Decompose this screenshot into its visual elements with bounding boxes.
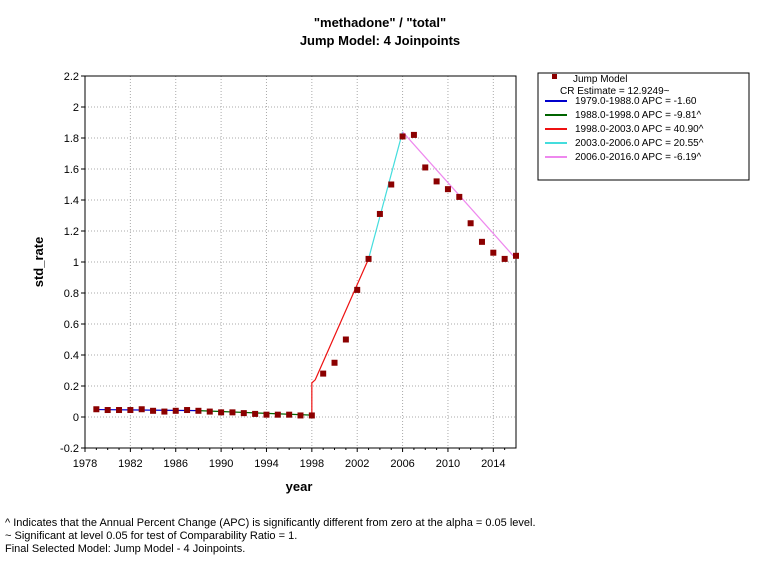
axis-ticks: -0.2 0 0.2 0.4 0.6 0.8 1 1.2 1.4 1.6 1.8 2 2.2 1978 19… <box>60 71 506 470</box>
y-tick-label: 0.4 <box>64 350 79 362</box>
legend-item-label: 1988.0-1998.0 APC = -9.81^ <box>575 110 701 121</box>
x-tick-label: 2006 <box>390 458 414 470</box>
data-point <box>478 238 485 245</box>
data-point <box>104 407 111 414</box>
chart-title: "methadone" / "total" <box>313 15 447 30</box>
legend-marker-icon <box>552 74 557 79</box>
y-tick-label: 1 <box>73 257 79 269</box>
model-segments <box>96 131 517 416</box>
chart-subtitle: Jump Model: 4 Joinpoints <box>299 33 461 48</box>
footnote-model: Final Selected Model: Jump Model - 4 Joi… <box>5 543 246 555</box>
model-segment-line <box>311 258 370 416</box>
data-point <box>252 410 259 417</box>
legend: Jump Model CR Estimate = 12.9249~ 1979.0… <box>537 72 750 181</box>
x-tick-label: 2010 <box>436 458 460 470</box>
data-point <box>331 359 338 366</box>
data-point <box>320 370 327 377</box>
data-point <box>229 409 236 416</box>
y-tick-label: 0.8 <box>64 288 79 300</box>
y-tick-label: 0.6 <box>64 319 79 331</box>
data-point <box>365 255 372 262</box>
y-tick-label: 2 <box>73 102 79 114</box>
data-point <box>138 406 145 413</box>
y-tick-label: 2.2 <box>64 71 79 83</box>
data-point <box>195 407 202 414</box>
y-tick-label: 1.8 <box>64 133 79 145</box>
legend-marker-label: Jump Model <box>573 74 627 85</box>
model-segment-line <box>96 408 199 412</box>
data-point <box>240 410 247 417</box>
legend-item-label: 2003.0-2006.0 APC = 20.55^ <box>575 138 704 149</box>
data-point <box>161 408 168 415</box>
data-point <box>116 407 123 414</box>
grid-lines <box>85 76 516 448</box>
y-tick-label: 1.2 <box>64 226 79 238</box>
data-point <box>263 411 270 418</box>
x-tick-label: 1998 <box>300 458 324 470</box>
data-point <box>433 178 440 185</box>
data-point <box>308 412 315 419</box>
data-point <box>444 186 451 193</box>
legend-item-label: 1979.0-1988.0 APC = -1.60 <box>575 96 697 107</box>
y-tick-label: 0 <box>73 412 79 424</box>
y-tick-label: 1.6 <box>64 164 79 176</box>
data-point <box>501 255 508 262</box>
x-tick-label: 1994 <box>254 458 278 470</box>
data-point <box>376 210 383 217</box>
data-point <box>127 407 134 414</box>
data-point <box>490 249 497 256</box>
x-tick-label: 2014 <box>481 458 505 470</box>
x-tick-label: 1978 <box>73 458 97 470</box>
data-point <box>354 286 361 293</box>
data-point <box>172 407 179 414</box>
data-point <box>513 252 519 259</box>
legend-items: 1979.0-1988.0 APC = -1.60 1988.0-1998.0 A… <box>545 96 704 163</box>
footnote-cr: ~ Significant at level 0.05 for test of … <box>5 530 298 542</box>
data-point <box>218 409 225 416</box>
data-point <box>422 164 429 171</box>
legend-box <box>537 72 750 181</box>
data-point <box>297 412 304 419</box>
legend-item-label: 1998.0-2003.0 APC = 40.90^ <box>575 124 704 135</box>
model-segment-line <box>367 131 404 260</box>
data-point <box>274 411 281 418</box>
data-point <box>286 411 293 418</box>
x-tick-label: 2002 <box>345 458 369 470</box>
x-tick-label: 1990 <box>209 458 233 470</box>
x-axis-label: year <box>286 479 313 494</box>
data-point <box>399 133 406 140</box>
footnote-apc: ^ Indicates that the Annual Percent Chan… <box>5 517 536 529</box>
y-tick-label: -0.2 <box>60 443 79 455</box>
observed-points <box>93 131 519 419</box>
x-tick-label: 1982 <box>118 458 142 470</box>
data-point <box>150 407 157 414</box>
y-tick-label: 1.4 <box>64 195 79 207</box>
data-point <box>206 408 213 415</box>
data-point <box>467 220 474 227</box>
legend-item-label: 2006.0-2016.0 APC = -6.19^ <box>575 152 701 163</box>
data-point <box>456 193 463 200</box>
data-point <box>388 181 395 188</box>
legend-cr-label: CR Estimate = 12.9249~ <box>560 86 670 97</box>
x-tick-label: 1986 <box>163 458 187 470</box>
data-point <box>184 407 191 414</box>
data-point <box>93 406 100 413</box>
y-axis-label: std_rate <box>31 237 46 288</box>
y-tick-label: 0.2 <box>64 381 79 393</box>
data-point <box>342 336 349 343</box>
data-point <box>410 131 417 138</box>
